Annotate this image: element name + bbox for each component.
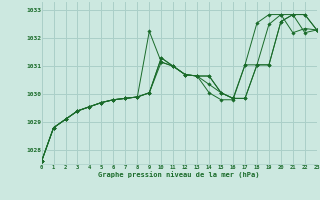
X-axis label: Graphe pression niveau de la mer (hPa): Graphe pression niveau de la mer (hPa) — [99, 171, 260, 178]
